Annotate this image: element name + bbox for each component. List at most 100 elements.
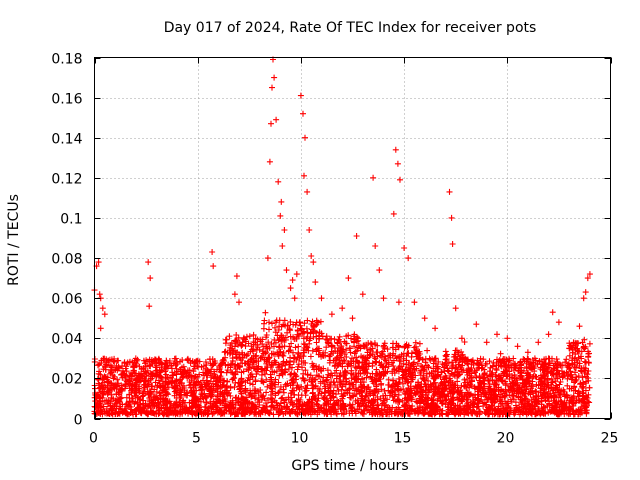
roti-point (353, 233, 360, 239)
x-tick-label: 5 (192, 431, 201, 447)
roti-point (264, 255, 271, 262)
y-tick-label: 0.16 (51, 92, 82, 108)
roti-point (449, 241, 456, 247)
roti-point-cloud (91, 309, 593, 418)
roti-point (146, 303, 153, 310)
x-tick-label: 20 (497, 431, 515, 447)
x-tick-labels: 0 5 10 15 20 25 (89, 431, 618, 447)
roti-point (281, 227, 288, 233)
roti-point (279, 243, 286, 249)
roti-point (494, 331, 500, 338)
roti-point (233, 273, 240, 280)
roti-point (405, 255, 412, 262)
roti-point (514, 343, 521, 350)
roti-point (566, 345, 573, 352)
roti-point (209, 249, 216, 255)
roti-point (576, 323, 583, 330)
x-tick-label: 0 (89, 431, 98, 447)
roti-point (421, 315, 428, 322)
roti-point (97, 325, 104, 332)
roti-point (339, 305, 346, 312)
roti-point (504, 335, 511, 342)
roti-point (549, 309, 556, 316)
roti-point (302, 134, 308, 141)
y-tick-label: 0.12 (51, 172, 82, 188)
roti-point (411, 299, 418, 306)
roti-point (289, 277, 296, 284)
y-tick-label: 0.18 (51, 52, 82, 68)
roti-point (524, 349, 531, 356)
roti-point (304, 188, 311, 195)
roti-point (390, 210, 397, 217)
roti-point (448, 214, 455, 221)
roti-point (473, 321, 480, 328)
roti-point (318, 295, 325, 302)
chart-title: Day 017 of 2024, Rate Of TEC Index for r… (164, 20, 537, 36)
roti-point (297, 92, 304, 99)
y-tick-label: 0.14 (51, 132, 82, 148)
x-axis-label: GPS time / hours (291, 458, 408, 474)
roti-point (266, 158, 273, 165)
roti-point (580, 295, 587, 302)
roti-point (370, 174, 377, 181)
roti-point (432, 325, 439, 332)
roti-point (236, 299, 242, 306)
roti-point (96, 291, 103, 298)
roti-point (584, 275, 591, 282)
roti-point (301, 172, 307, 179)
roti-point (287, 285, 294, 292)
roti-point (586, 271, 593, 278)
y-tick-label: 0.02 (51, 372, 82, 388)
roti-point (452, 305, 459, 312)
roti-point (278, 198, 285, 205)
x-tick-label: 15 (394, 431, 412, 447)
roti-point (147, 275, 154, 282)
roti-point (273, 116, 280, 123)
roti-point (275, 178, 282, 185)
y-tick-labels: 0 0.02 0.04 0.06 0.08 0.1 0.12 0.14 0.16 0.18 (51, 52, 82, 429)
roti-point (99, 305, 106, 312)
plot-frame (94, 57, 611, 419)
data-points (91, 56, 593, 418)
x-tick-label: 10 (291, 431, 309, 447)
roti-point (306, 227, 313, 233)
roti-point (394, 160, 401, 167)
roti-point (300, 110, 306, 117)
y-tick-label: 0 (74, 413, 83, 429)
y-tick-label: 0.04 (51, 332, 82, 348)
roti-point (458, 335, 465, 342)
roti-point (376, 267, 383, 274)
roti-point (395, 299, 402, 306)
y-tick-label: 0.08 (51, 252, 82, 268)
roti-point (582, 289, 589, 296)
axis-ticks (94, 57, 612, 420)
roti-point (308, 253, 315, 259)
roti-point (269, 84, 275, 91)
y-tick-label: 0.1 (60, 212, 82, 228)
roti-point (312, 279, 319, 286)
roti-point (268, 120, 274, 127)
roti-point (446, 188, 453, 195)
roti-point (277, 212, 284, 219)
roti-point (231, 291, 238, 298)
roti-point (95, 259, 102, 266)
roti-point (372, 243, 379, 249)
roti-point (349, 315, 356, 322)
roti-point (345, 275, 352, 282)
roti-point (359, 291, 366, 298)
roti-point (397, 176, 403, 183)
roti-point (210, 263, 217, 270)
roti-point (310, 259, 317, 266)
roti-point (392, 146, 399, 153)
roti-point (483, 339, 490, 346)
roti-point (555, 319, 562, 326)
roti-point (401, 245, 408, 251)
roti-point (101, 311, 108, 318)
roti-point (535, 339, 542, 346)
y-tick-label: 0.06 (51, 292, 82, 308)
roti-point (145, 259, 152, 266)
roti-point (545, 331, 552, 338)
y-axis-label: ROTI / TECUs (6, 194, 22, 286)
roti-point (271, 74, 278, 81)
